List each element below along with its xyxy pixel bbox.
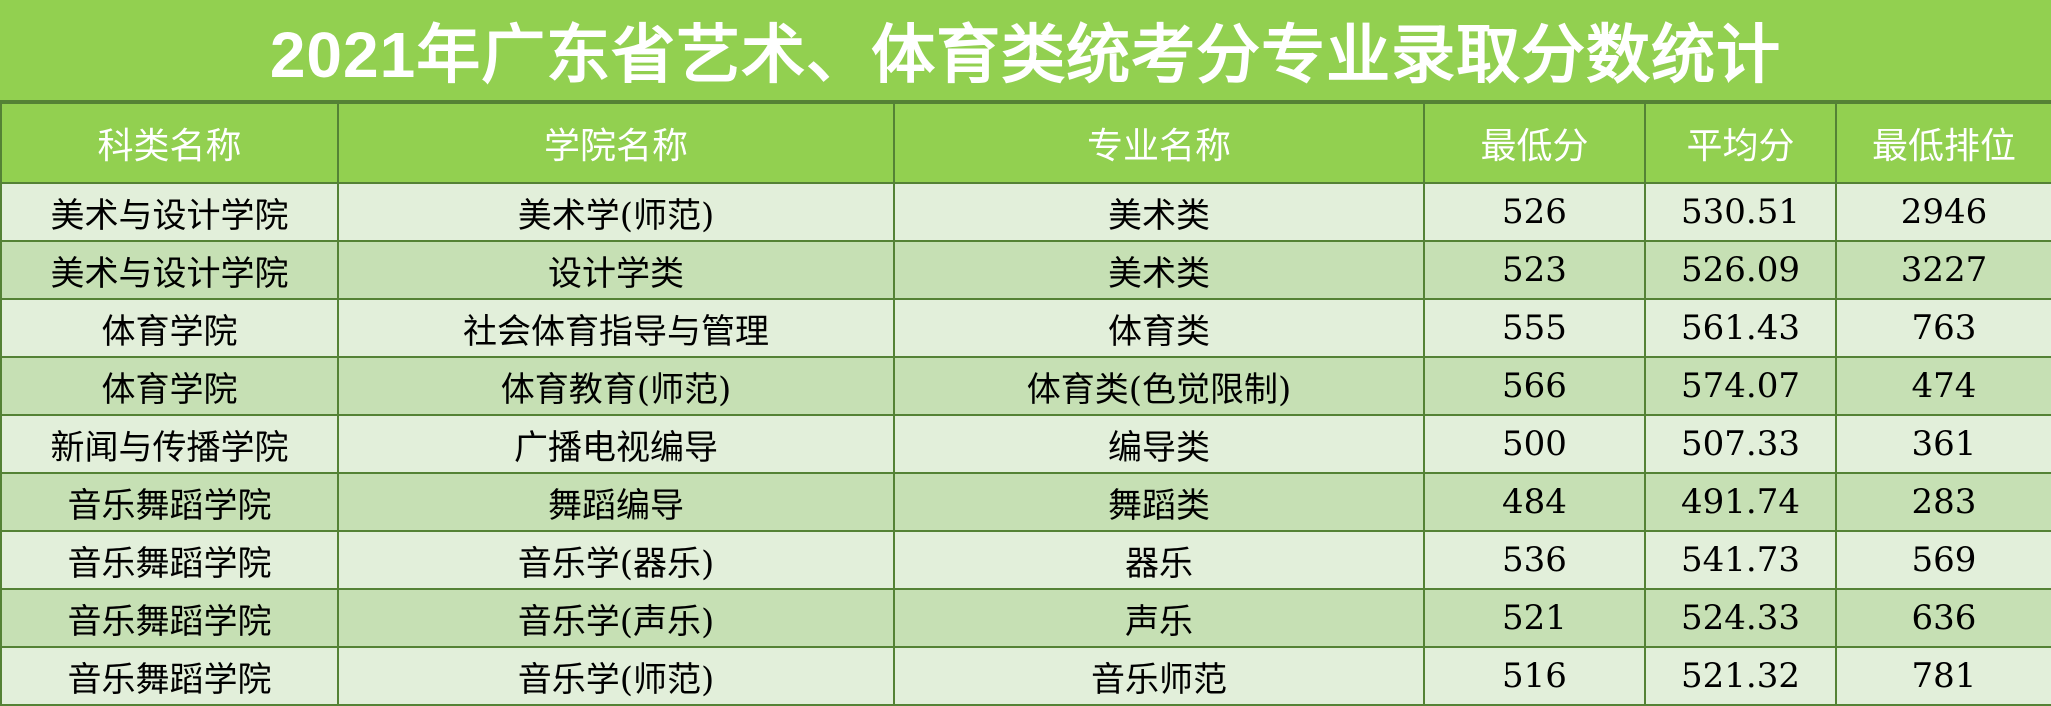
table-row: 美术与设计学院 美术学(师范) 美术类 526 530.51 2946	[0, 182, 2051, 242]
table-row: 音乐舞蹈学院 舞蹈编导 舞蹈类 484 491.74 283	[0, 472, 2051, 532]
cell-min-rank: 283	[1835, 472, 2051, 532]
cell-major: 器乐	[893, 530, 1425, 590]
table-row: 体育学院 社会体育指导与管理 体育类 555 561.43 763	[0, 298, 2051, 358]
cell-min-score: 526	[1423, 182, 1646, 242]
cell-major: 声乐	[893, 588, 1425, 648]
column-header-avg-score: 平均分	[1644, 102, 1837, 184]
admission-scores-table: 科类名称 学院名称 专业名称 最低分 平均分 最低排位 美术与设计学院 美术学(师范) 美术类…	[0, 102, 2051, 706]
cell-category: 音乐舞蹈学院	[0, 472, 339, 532]
cell-category: 音乐舞蹈学院	[0, 646, 339, 706]
column-header-major: 专业名称	[893, 102, 1425, 184]
cell-major: 美术类	[893, 182, 1425, 242]
cell-category: 体育学院	[0, 298, 339, 358]
cell-avg-score: 561.43	[1644, 298, 1837, 358]
cell-min-rank: 781	[1835, 646, 2051, 706]
cell-min-score: 500	[1423, 414, 1646, 474]
column-header-min-rank: 最低排位	[1835, 102, 2051, 184]
cell-major: 舞蹈类	[893, 472, 1425, 532]
cell-min-score: 523	[1423, 240, 1646, 300]
cell-min-score: 555	[1423, 298, 1646, 358]
cell-min-score: 521	[1423, 588, 1646, 648]
cell-college: 音乐学(师范)	[337, 646, 895, 706]
cell-category: 体育学院	[0, 356, 339, 416]
cell-avg-score: 491.74	[1644, 472, 1837, 532]
cell-major: 体育类	[893, 298, 1425, 358]
table-row: 新闻与传播学院 广播电视编导 编导类 500 507.33 361	[0, 414, 2051, 474]
cell-min-rank: 474	[1835, 356, 2051, 416]
cell-college: 广播电视编导	[337, 414, 895, 474]
cell-avg-score: 541.73	[1644, 530, 1837, 590]
cell-min-rank: 763	[1835, 298, 2051, 358]
cell-avg-score: 524.33	[1644, 588, 1837, 648]
cell-category: 音乐舞蹈学院	[0, 530, 339, 590]
cell-college: 体育教育(师范)	[337, 356, 895, 416]
cell-avg-score: 521.32	[1644, 646, 1837, 706]
table-row: 音乐舞蹈学院 音乐学(声乐) 声乐 521 524.33 636	[0, 588, 2051, 648]
cell-college: 设计学类	[337, 240, 895, 300]
cell-major: 美术类	[893, 240, 1425, 300]
cell-min-score: 484	[1423, 472, 1646, 532]
cell-category: 美术与设计学院	[0, 240, 339, 300]
cell-min-score: 536	[1423, 530, 1646, 590]
cell-college: 舞蹈编导	[337, 472, 895, 532]
table-title: 2021年广东省艺术、体育类统考分专业录取分数统计	[0, 0, 2051, 102]
cell-avg-score: 507.33	[1644, 414, 1837, 474]
cell-min-score: 516	[1423, 646, 1646, 706]
cell-college: 社会体育指导与管理	[337, 298, 895, 358]
cell-college: 美术学(师范)	[337, 182, 895, 242]
cell-college: 音乐学(器乐)	[337, 530, 895, 590]
column-header-category: 科类名称	[0, 102, 339, 184]
cell-category: 美术与设计学院	[0, 182, 339, 242]
table-row: 音乐舞蹈学院 音乐学(师范) 音乐师范 516 521.32 781	[0, 646, 2051, 706]
header-row: 科类名称 学院名称 专业名称 最低分 平均分 最低排位	[0, 102, 2051, 184]
cell-category: 新闻与传播学院	[0, 414, 339, 474]
table-row: 体育学院 体育教育(师范) 体育类(色觉限制) 566 574.07 474	[0, 356, 2051, 416]
cell-min-rank: 569	[1835, 530, 2051, 590]
cell-major: 音乐师范	[893, 646, 1425, 706]
cell-major: 体育类(色觉限制)	[893, 356, 1425, 416]
cell-major: 编导类	[893, 414, 1425, 474]
column-header-min-score: 最低分	[1423, 102, 1646, 184]
table-row: 美术与设计学院 设计学类 美术类 523 526.09 3227	[0, 240, 2051, 300]
cell-avg-score: 574.07	[1644, 356, 1837, 416]
cell-avg-score: 530.51	[1644, 182, 1837, 242]
cell-min-rank: 3227	[1835, 240, 2051, 300]
table-row: 音乐舞蹈学院 音乐学(器乐) 器乐 536 541.73 569	[0, 530, 2051, 590]
cell-min-rank: 636	[1835, 588, 2051, 648]
cell-avg-score: 526.09	[1644, 240, 1837, 300]
cell-category: 音乐舞蹈学院	[0, 588, 339, 648]
cell-college: 音乐学(声乐)	[337, 588, 895, 648]
column-header-college: 学院名称	[337, 102, 895, 184]
cell-min-score: 566	[1423, 356, 1646, 416]
cell-min-rank: 2946	[1835, 182, 2051, 242]
cell-min-rank: 361	[1835, 414, 2051, 474]
